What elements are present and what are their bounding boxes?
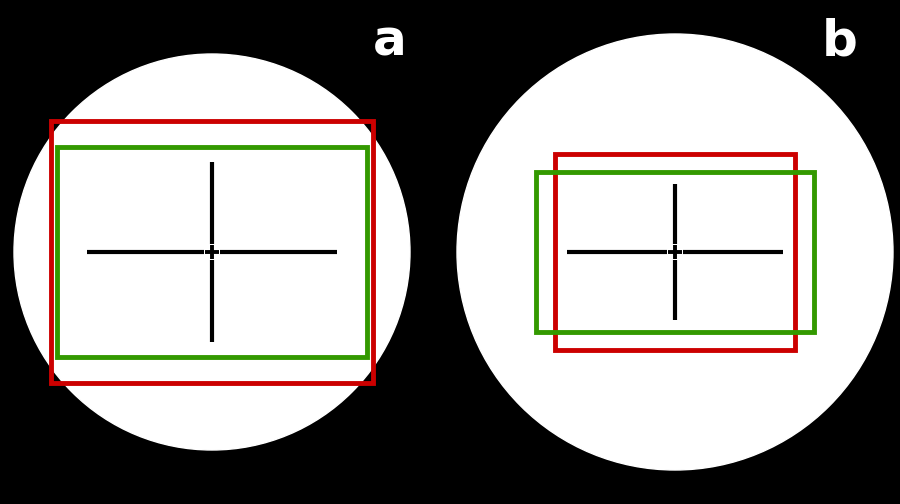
Bar xyxy=(51,121,373,383)
Bar xyxy=(57,147,367,357)
Text: a: a xyxy=(374,18,407,66)
Circle shape xyxy=(457,34,893,470)
Circle shape xyxy=(14,54,410,450)
Bar xyxy=(555,154,795,350)
Text: b: b xyxy=(822,18,858,66)
Bar xyxy=(536,172,814,332)
